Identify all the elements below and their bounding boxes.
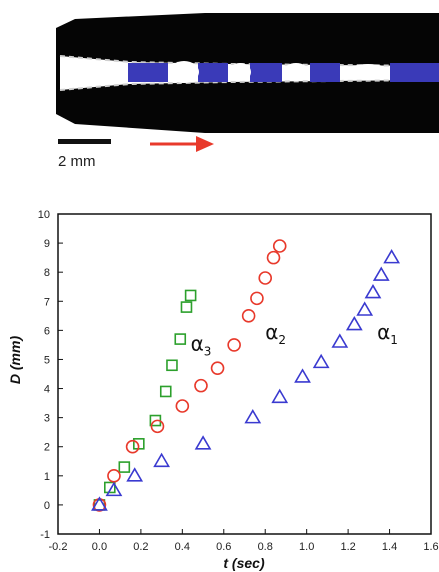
y-axis-title: D (mm): [7, 336, 23, 385]
data-point: [175, 399, 190, 413]
series-label: α2: [265, 320, 286, 347]
data-point: [250, 291, 264, 306]
air-bubble: [283, 63, 309, 81]
droplet: [128, 63, 168, 82]
data-point: [166, 359, 178, 372]
data-point: [227, 338, 241, 352]
data-point: [105, 481, 123, 497]
x-tick-label: 1.0: [299, 541, 314, 553]
y-axis-ticks: -1 0 1 2 3 4 5 6 7 8 9 10: [38, 209, 63, 541]
flow-direction-arrow-icon: [150, 136, 214, 152]
data-point: [364, 283, 382, 299]
data-point: [153, 452, 171, 468]
data-point: [184, 289, 197, 302]
data-point: [159, 385, 172, 398]
y-tick-label: 0: [44, 500, 50, 512]
series-label: α1: [377, 320, 398, 347]
air-bubble: [229, 63, 251, 81]
y-tick-label: -1: [40, 529, 50, 541]
data-point: [107, 469, 121, 483]
channel-edge-bottom: [59, 79, 439, 91]
data-point: [194, 378, 208, 393]
data-point: [125, 439, 140, 454]
droplet: [310, 63, 340, 82]
x-tick-label: 1.4: [382, 541, 397, 553]
y-tick-label: 3: [44, 413, 50, 425]
x-tick-label: -0.2: [49, 541, 68, 553]
data-point: [294, 368, 311, 383]
x-axis-title: t (sec): [223, 555, 265, 571]
droplet: [250, 63, 282, 82]
scale-bar: [58, 139, 111, 144]
data-point: [194, 435, 212, 450]
y-tick-label: 4: [44, 384, 50, 396]
droplet: [390, 63, 439, 82]
data-point: [272, 239, 287, 253]
y-tick-label: 1: [44, 471, 50, 483]
series-annotations: α3 α2 α1: [191, 320, 398, 359]
data-point: [150, 419, 165, 434]
data-point: [244, 409, 262, 424]
plot-frame: [57, 213, 432, 535]
data-point: [91, 496, 108, 511]
data-point: [180, 301, 193, 313]
data-point: [118, 461, 131, 473]
data-point: [331, 333, 349, 348]
y-tick-label: 10: [38, 209, 50, 221]
data-point: [356, 301, 374, 316]
scatter-plot: -0.2 0.0 0.2 0.4 0.6 0.8 1.0 1.2 1.4 1.6 -1 0 1 2 3 4 5…: [7, 209, 439, 571]
series-layer: [91, 239, 401, 512]
scale-bar-label: 2 mm: [58, 153, 96, 170]
x-tick-label: 1.6: [423, 541, 438, 553]
x-tick-label: 1.2: [340, 541, 355, 553]
air-bubble: [169, 61, 199, 83]
data-point: [104, 481, 116, 494]
x-tick-label: 0.4: [175, 541, 190, 553]
series-triangle: [91, 249, 401, 511]
data-point: [271, 388, 289, 404]
data-point: [312, 353, 330, 369]
y-tick-label: 2: [44, 442, 50, 454]
data-point: [126, 467, 144, 482]
data-point: [174, 333, 187, 345]
data-point: [266, 250, 281, 265]
x-tick-label: 0.6: [216, 541, 231, 553]
droplet: [198, 63, 228, 82]
data-point: [372, 266, 390, 281]
series-circle: [92, 239, 287, 512]
y-tick-label: 9: [44, 238, 50, 250]
x-tick-label: 0.2: [133, 541, 148, 553]
data-point: [258, 271, 273, 285]
x-tick-label: 0.0: [92, 541, 107, 553]
y-tick-label: 5: [44, 354, 50, 366]
capillary-photo: [0, 0, 439, 165]
air-bubble: [346, 64, 390, 80]
y-tick-label: 7: [44, 296, 50, 308]
x-axis-ticks: -0.2 0.0 0.2 0.4 0.6 0.8 1.0 1.2 1.4 1.6: [49, 529, 439, 553]
data-point: [241, 309, 256, 323]
data-point: [345, 315, 363, 331]
y-tick-label: 6: [44, 325, 50, 337]
series-label: α3: [191, 332, 212, 359]
data-point: [383, 249, 401, 264]
x-tick-label: 0.8: [258, 541, 273, 553]
droplet-train: [128, 61, 439, 83]
data-point: [210, 361, 225, 375]
y-tick-label: 8: [44, 267, 50, 279]
